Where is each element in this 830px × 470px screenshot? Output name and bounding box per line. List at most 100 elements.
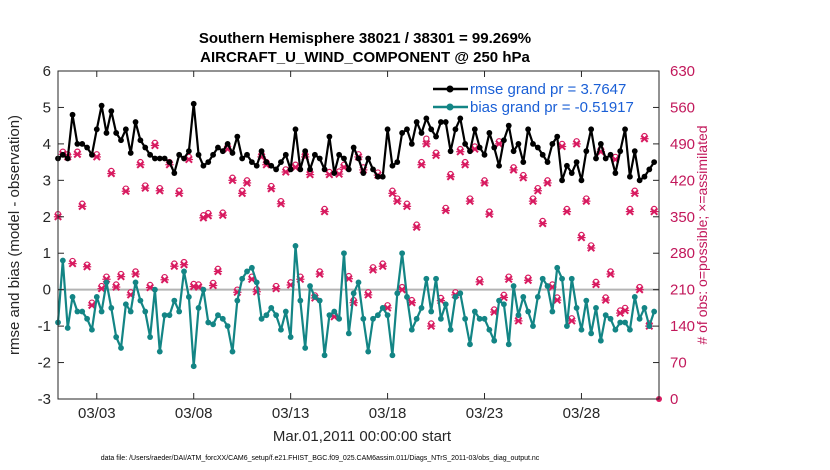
obs-assimilated-point <box>606 270 615 278</box>
obs-assimilated-point <box>121 187 131 196</box>
bias-point <box>627 326 633 333</box>
rmse-point <box>374 173 381 180</box>
bias-point <box>433 275 439 282</box>
bias-point <box>471 308 478 315</box>
bias-point <box>501 301 507 308</box>
obs-assimilated-point <box>276 199 286 208</box>
rmse-point <box>447 148 454 155</box>
bias-line <box>56 244 656 368</box>
obs-assimilated-point <box>78 202 87 211</box>
obs-assimilated-point <box>218 211 227 220</box>
rmse-point <box>229 150 236 156</box>
obs-assimilated-point <box>204 211 213 220</box>
bias-point <box>525 308 532 315</box>
x-axis-label: Mar.01,2011 00:00:00 start <box>273 428 452 445</box>
rmse-point <box>311 151 318 158</box>
bias-point <box>355 279 362 286</box>
bias-point <box>476 315 483 322</box>
rmse-point <box>486 130 493 136</box>
x-tick-label: 03/23 <box>466 405 504 422</box>
rmse-point <box>200 162 207 169</box>
y2-tick-label: 210 <box>670 282 695 299</box>
bias-point <box>185 294 192 300</box>
bias-point <box>389 352 396 359</box>
rmse-point <box>307 166 313 173</box>
chart-subtitle: AIRCRAFT_U_WIND_COMPONENT @ 250 hPa <box>200 49 530 66</box>
y2-tick-label: 630 <box>670 63 695 80</box>
bias-point <box>142 308 149 315</box>
rmse-point <box>389 162 396 169</box>
rmse-point <box>341 155 347 162</box>
obs-assimilated-point <box>170 262 179 271</box>
rmse-point <box>457 115 464 122</box>
rmse-point <box>651 159 658 166</box>
rmse-point <box>234 133 241 140</box>
obs-assimilated-point <box>73 150 82 159</box>
rmse-point <box>108 108 115 114</box>
obs-assimilated-point <box>393 197 402 206</box>
bias-point <box>481 315 488 322</box>
obs-assimilated-point <box>112 283 121 291</box>
rmse-point <box>583 148 590 155</box>
rmse-point <box>59 151 66 158</box>
legend-rmse-label: rmse grand pr = 3.7647 <box>470 81 626 98</box>
bias-point <box>399 250 406 257</box>
y-tick-label: -1 <box>38 318 51 335</box>
obs-assimilated-point <box>465 197 475 206</box>
rmse-point <box>84 144 90 151</box>
rmse-point <box>578 177 585 184</box>
rmse-point <box>636 177 643 184</box>
bias-point <box>505 341 512 348</box>
bias-point <box>486 326 493 333</box>
rmse-point <box>564 162 570 169</box>
bias-point <box>234 297 241 304</box>
bias-point <box>321 352 328 359</box>
obs-assimilated-point <box>175 189 184 198</box>
bias-point <box>568 275 575 282</box>
rmse-point <box>122 126 129 133</box>
bias-point <box>593 304 599 311</box>
obs-assimilated-point <box>427 322 436 331</box>
bias-point <box>336 315 343 322</box>
bias-point <box>263 312 270 319</box>
bias-point <box>89 326 95 333</box>
bias-point <box>578 326 585 333</box>
rmse-point <box>181 155 187 162</box>
obs-assimilated-point <box>533 186 542 195</box>
bias-point <box>122 301 129 308</box>
bias-point <box>108 304 115 311</box>
bias-point <box>253 279 260 286</box>
bias-point <box>59 257 66 264</box>
rmse-point <box>607 151 614 158</box>
obs-assimilated-point <box>630 189 639 198</box>
obs-assimilated-point <box>543 179 552 187</box>
rmse-point <box>350 144 357 151</box>
rmse-point <box>525 126 532 133</box>
rmse-point <box>593 155 599 162</box>
bias-point <box>239 275 246 282</box>
x-axis: 03/03 03/08 03/13 03/18 03/23 03/28 <box>78 71 600 422</box>
y-axis: -3 -2 -1 0 1 2 3 4 5 6 <box>38 63 659 408</box>
obs-assimilated-point <box>514 316 523 325</box>
y-tick-label: 1 <box>43 245 51 262</box>
rmse-point <box>573 159 580 166</box>
rmse-point <box>496 162 502 169</box>
obs-assimilated-point <box>305 170 315 179</box>
obs-assimilated-point <box>417 160 426 169</box>
y-tick-label: 5 <box>43 99 51 116</box>
obs-assimilated-point <box>141 184 150 193</box>
rmse-point <box>510 148 517 155</box>
rmse-point <box>93 126 100 133</box>
rmse-point <box>244 151 250 158</box>
bias-point <box>190 363 197 370</box>
rmse-point <box>118 137 124 144</box>
bias-point <box>379 304 386 311</box>
x-tick-label: 03/03 <box>78 405 116 422</box>
obs-assimilated-point <box>635 285 644 294</box>
obs-assimilated-point <box>378 262 387 271</box>
rmse-point <box>408 140 415 147</box>
obs-assimilated-point <box>136 160 145 169</box>
obs-assimilated-point <box>267 184 276 193</box>
bias-point <box>457 290 464 297</box>
y2-axis: 0 70 140 210 280 350 420 490 560 630 <box>670 63 695 408</box>
